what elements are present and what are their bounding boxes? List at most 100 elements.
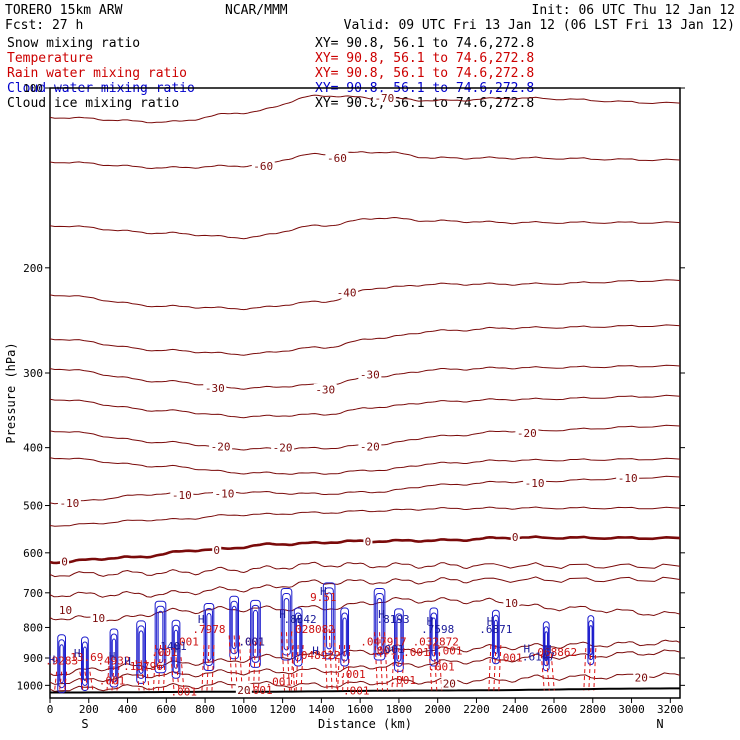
temperature-label-bg	[363, 535, 373, 548]
x-tick-label: 2400	[502, 703, 529, 716]
cloud-water-contour	[542, 621, 550, 672]
x-tick-label: 1200	[269, 703, 296, 716]
x-tick-label: 3000	[618, 703, 645, 716]
rain-contour	[252, 641, 256, 691]
temperature-label: 20	[443, 678, 456, 691]
temperature-label: -30	[205, 382, 225, 395]
rain-contour	[170, 657, 175, 691]
temperature-label-bg	[170, 488, 194, 501]
temperature-label-bg	[203, 382, 227, 395]
temperature-contour	[50, 535, 680, 565]
temperature-label: 20	[635, 671, 648, 684]
x-tick-label: 600	[156, 703, 176, 716]
rain-contour	[593, 648, 597, 691]
rain-contour	[175, 657, 180, 691]
rain-contour	[333, 628, 338, 691]
field-name: Snow mixing ratio	[7, 36, 140, 51]
cloud-water-contour	[57, 634, 67, 694]
rain-contour	[59, 671, 63, 691]
rain-contour	[588, 648, 592, 691]
maximum-marker: H	[124, 655, 131, 668]
temperature-label-bg	[358, 368, 382, 381]
cloud-water-contour	[251, 604, 260, 663]
rain-label: .001	[436, 645, 463, 658]
rain-contour	[79, 671, 84, 691]
rain-contour	[300, 644, 304, 691]
cloud-water-contour	[430, 612, 438, 662]
cloud-water-contour	[587, 615, 595, 666]
cloud-water-contour	[341, 612, 348, 662]
cloud-water-contour	[138, 630, 144, 674]
temperature-label: -10	[525, 477, 545, 490]
cloud-water-contour	[137, 625, 145, 679]
temperature-contour	[50, 394, 680, 419]
rain-label: .9283	[45, 654, 78, 667]
temperature-label-bg	[313, 383, 337, 396]
temperature-label: -30	[315, 384, 335, 397]
rain-label: .001	[403, 646, 430, 659]
maximum-marker: H	[49, 653, 56, 666]
rain-contour	[247, 641, 251, 691]
x-tick-label: 1800	[386, 703, 413, 716]
valid-time: Valid: 09 UTC Fri 13 Jan 12 (06 LST Fri …	[344, 18, 735, 33]
endpoint-north: N	[656, 717, 663, 731]
rain-contour	[135, 660, 140, 691]
cloud-label: .001	[378, 643, 405, 656]
temperature-label: 0	[213, 544, 220, 557]
y-tick-label: 800	[23, 621, 43, 634]
endpoint-south: S	[81, 717, 88, 731]
rain-contour	[488, 644, 492, 691]
temperature-label-bg	[372, 92, 396, 105]
rain-contour	[145, 660, 150, 691]
rain-contour	[180, 657, 185, 691]
rain-label: 13.69	[70, 651, 103, 664]
temperature-contour	[50, 596, 680, 623]
ground-line	[50, 687, 680, 694]
temperature-contour	[50, 639, 680, 677]
cloud-water-contour	[81, 641, 88, 686]
cloud-water-contour	[375, 592, 384, 656]
x-tick-label: 400	[118, 703, 138, 716]
cloud-water-contour	[252, 609, 259, 658]
temperature-label-bg	[510, 531, 520, 544]
rain-contour	[374, 632, 379, 691]
cloud-label: .7598	[421, 623, 454, 636]
rain-contour	[89, 671, 94, 691]
plot-area	[45, 87, 685, 703]
x-tick-label: 1400	[308, 703, 335, 716]
rain-contour	[540, 654, 545, 691]
cloud-water-contour	[282, 592, 291, 656]
y-tick-label: 300	[23, 367, 43, 380]
maximum-marker: H	[427, 615, 434, 628]
temperature-label: -30	[360, 369, 380, 382]
cloud-water-contour	[250, 599, 261, 668]
maximum-marker: H	[378, 608, 385, 621]
maximum-marker: H	[312, 645, 319, 658]
temperature-label-bg	[515, 426, 539, 439]
rain-contour	[347, 644, 351, 691]
temperature-label-bg	[235, 683, 252, 696]
cloud-water-contour	[171, 619, 181, 679]
rain-contour	[238, 635, 243, 691]
temperature-label-bg	[503, 596, 520, 609]
cloud-water-contour	[154, 600, 167, 674]
cloud-water-contour	[396, 618, 402, 662]
rain-label: .048922	[294, 649, 340, 662]
rain-label: .001	[151, 646, 178, 659]
rain-contour	[140, 660, 145, 691]
cloud-water-contour	[395, 613, 403, 667]
rain-contour	[280, 632, 285, 691]
y-tick-label: 400	[23, 442, 43, 455]
temperature-contour	[50, 216, 680, 240]
rain-label: .4932	[97, 654, 130, 667]
rain-label: .001	[99, 675, 126, 688]
cloud-water-contour	[588, 620, 594, 661]
cloud-water-contour	[172, 624, 180, 674]
temperature-label: 10	[59, 604, 72, 617]
maximum-marker: H	[293, 613, 300, 626]
rain-contour	[342, 644, 346, 691]
rain-contour	[493, 644, 497, 691]
maximum-marker: H	[545, 643, 552, 656]
y-axis-label: Pressure (hPa)	[4, 342, 18, 443]
temperature-contour	[50, 576, 680, 598]
